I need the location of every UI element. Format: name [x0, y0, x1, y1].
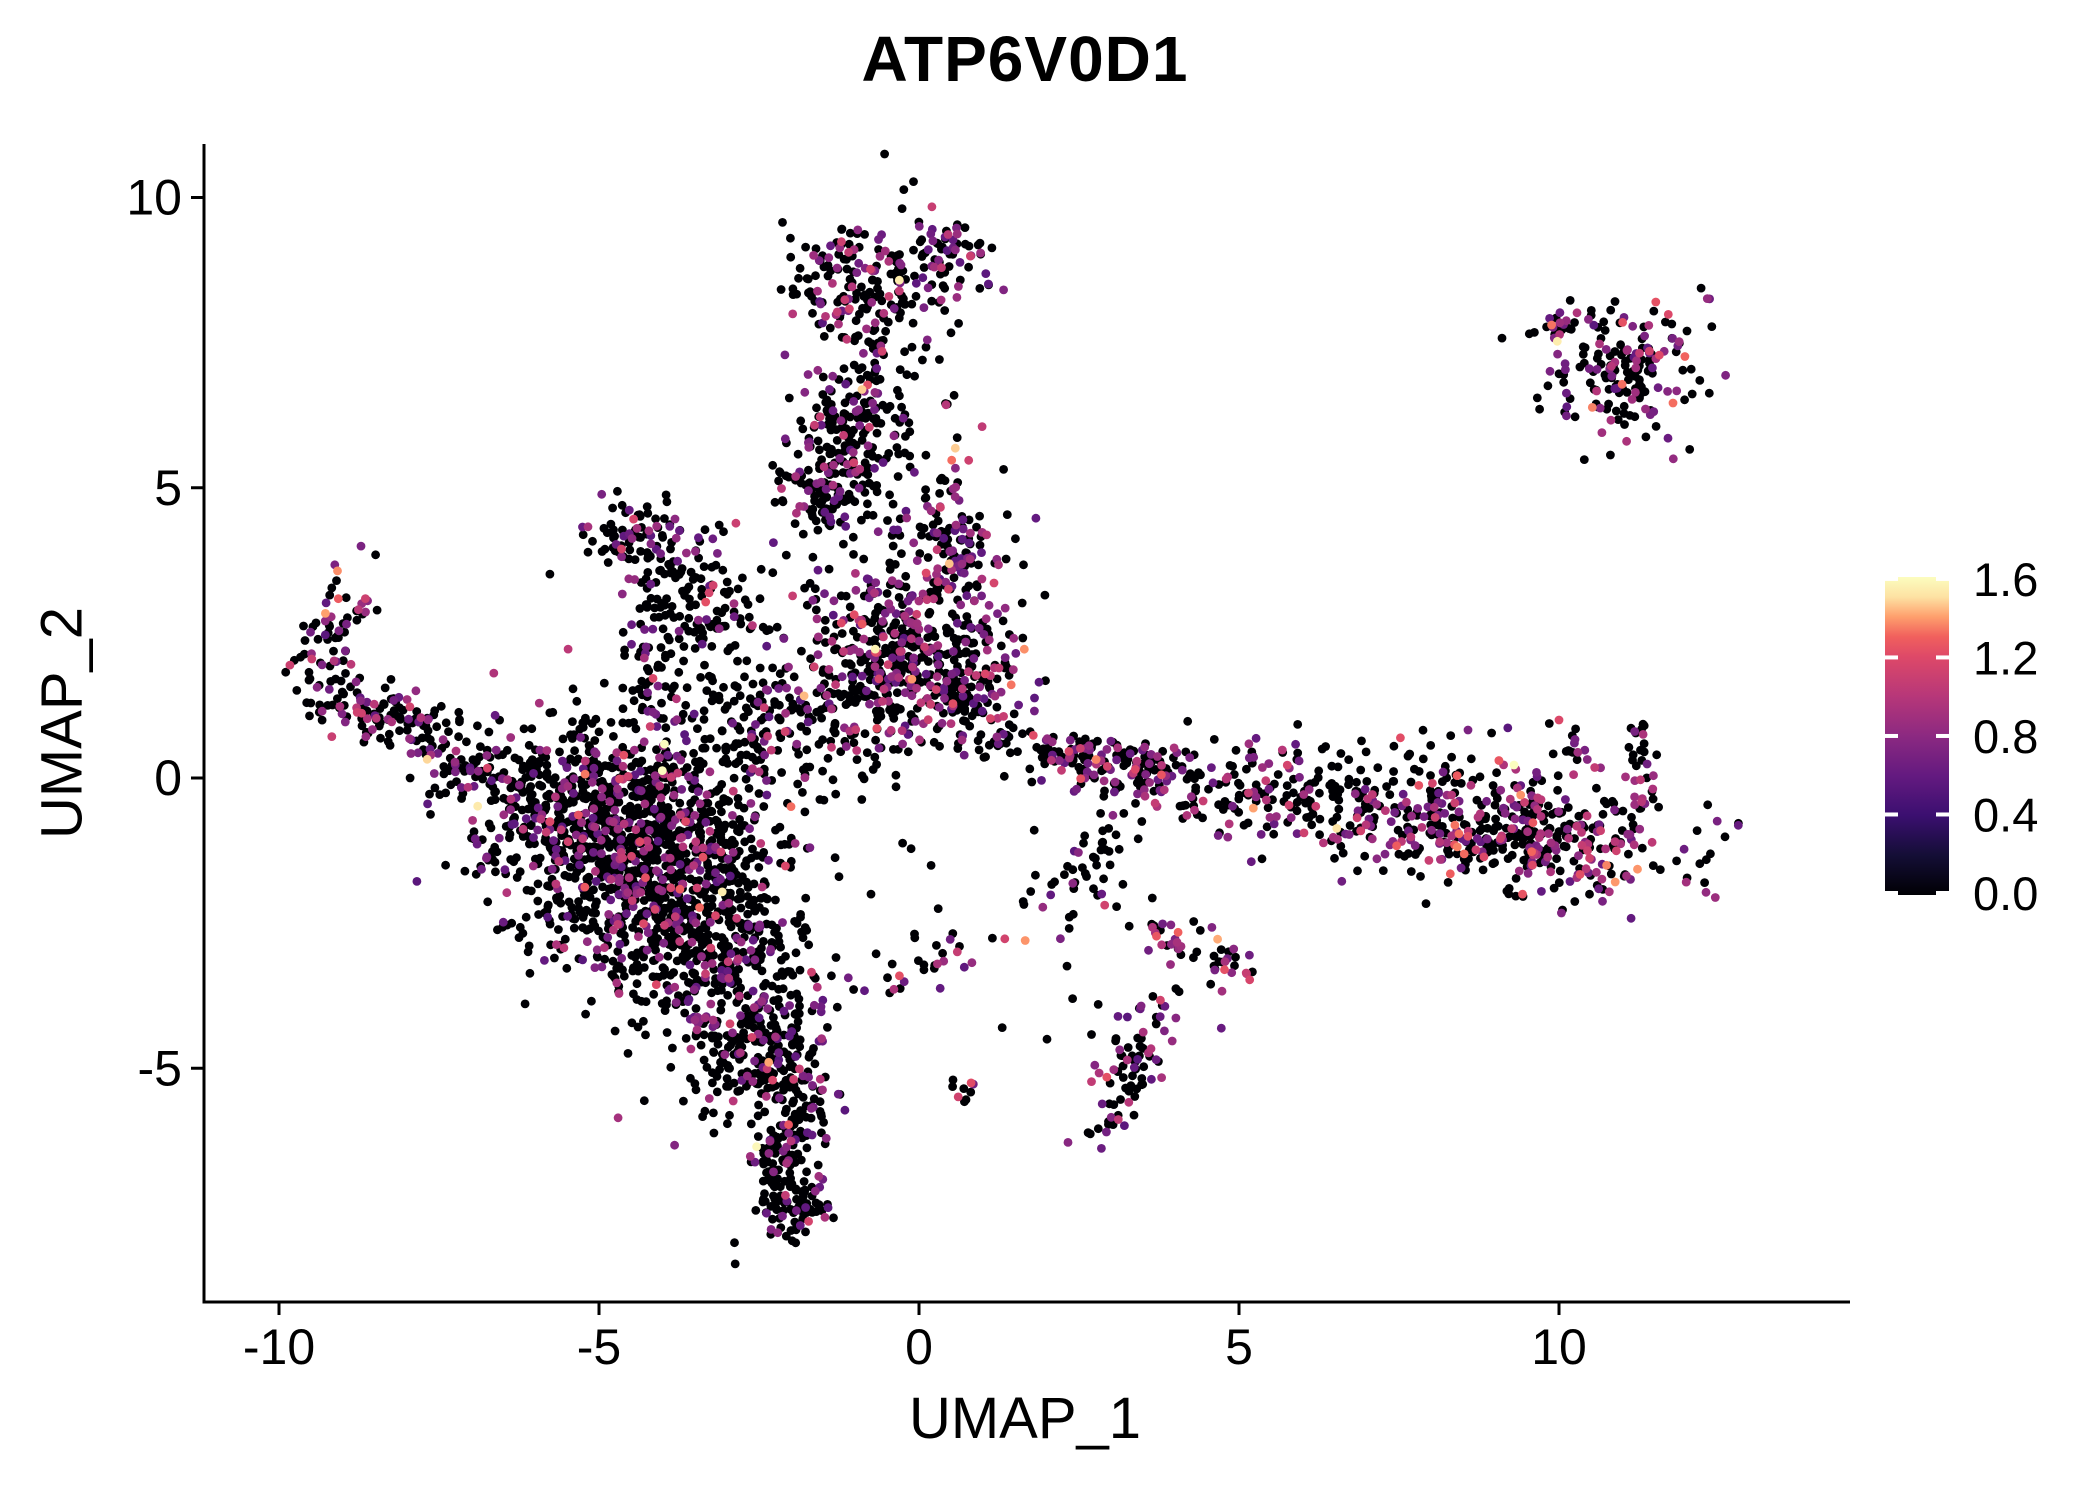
- colorbar-tick-label: 1.2: [1973, 631, 2038, 684]
- y-tick-label: 0: [154, 750, 182, 806]
- x-axis-title: UMAP_1: [908, 1386, 1142, 1451]
- plot-title: ATP6V0D1: [861, 23, 1189, 95]
- x-tick-label: 5: [1225, 1319, 1253, 1375]
- colorbar-tick-label: 1.6: [1973, 553, 2038, 606]
- y-tick-label: -5: [138, 1040, 182, 1096]
- colorbar-tick-label: 0.4: [1973, 788, 2038, 841]
- colorbar-legend: 1.6 1.2 0.8 0.4 0.0: [1885, 553, 2038, 920]
- y-tick-label: 5: [154, 460, 182, 516]
- axes: 10 5 0 -5 -10 -5 0 5 10: [126, 144, 1850, 1375]
- y-tick-label: 10: [126, 170, 182, 226]
- colorbar-tick-label: 0.8: [1973, 710, 2038, 763]
- x-tick-label: 10: [1531, 1319, 1587, 1375]
- y-axis-title: UMAP_2: [29, 606, 95, 840]
- x-tick-label: -5: [577, 1319, 621, 1375]
- x-tick-label: 0: [905, 1319, 933, 1375]
- colorbar-tick-label: 0.0: [1973, 867, 2038, 920]
- x-tick-label: -10: [243, 1319, 315, 1375]
- scatter-points: [281, 149, 1743, 1269]
